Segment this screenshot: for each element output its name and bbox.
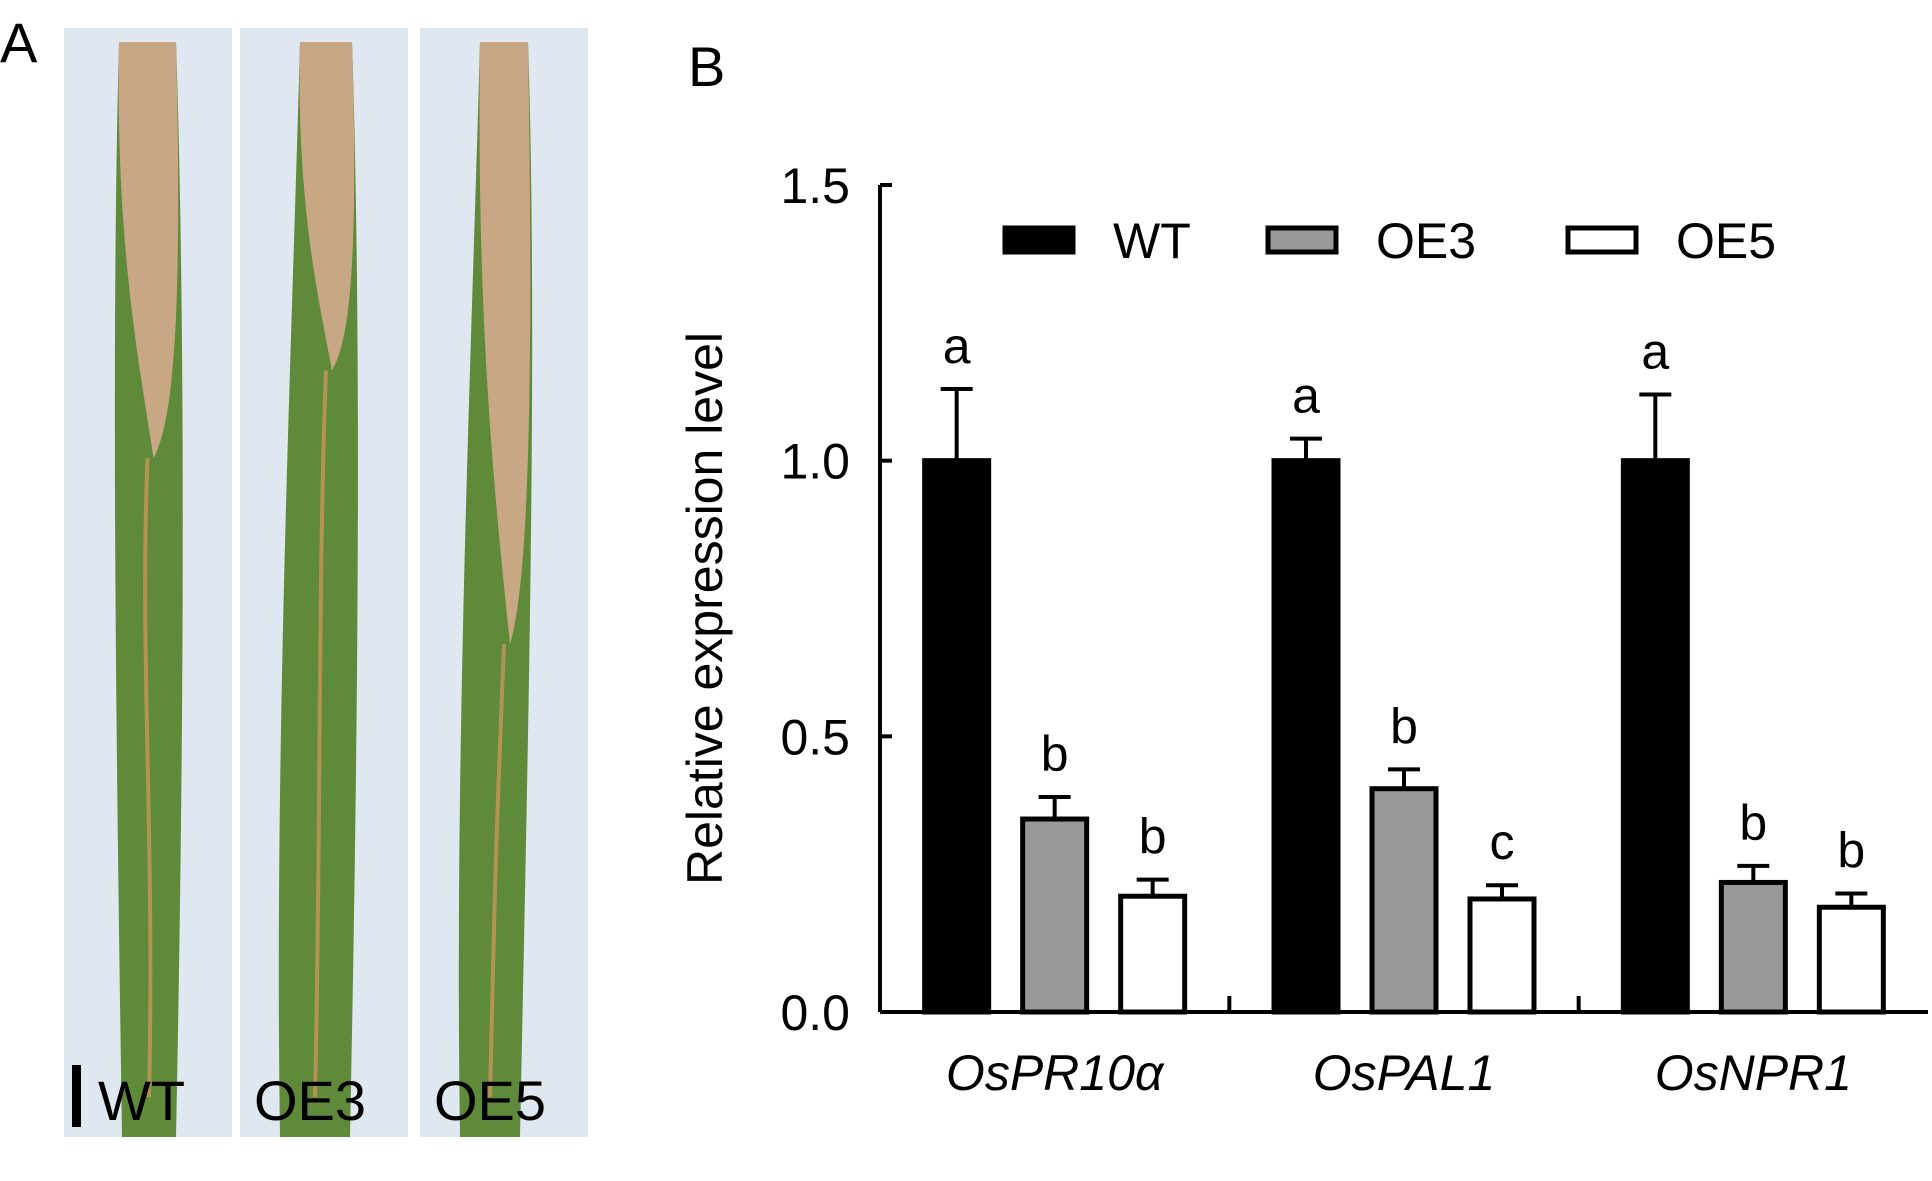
legend: WT OE3 OE5 [1002, 213, 1776, 269]
panel-b-letter: B [688, 35, 725, 98]
significance-letter: b [1390, 698, 1418, 754]
y-tick-label: 0.0 [780, 985, 850, 1041]
lesion-area [118, 42, 179, 459]
x-tick-label: OsNPR1 [1655, 1045, 1852, 1101]
bar-oe3-0 [1020, 816, 1090, 1015]
legend-item-oe3: OE3 [1265, 213, 1476, 269]
bar-wt-1 [1271, 458, 1341, 1015]
legend-label: OE3 [1376, 213, 1476, 269]
legend-swatch [1265, 225, 1339, 255]
significance-letters-group: a b b a b c a b b [943, 318, 1865, 878]
significance-letter: a [943, 318, 971, 374]
panel-a-letter: A [0, 11, 38, 74]
y-tick-label: 1.5 [780, 158, 850, 214]
significance-letter: b [1837, 822, 1865, 878]
legend-swatch [1002, 225, 1076, 255]
significance-letter: a [1292, 368, 1320, 424]
legend-item-oe5: OE5 [1565, 213, 1776, 269]
significance-letter: a [1641, 324, 1669, 380]
leaf-label-wt: WT [98, 1069, 185, 1132]
error-bars-group [940, 386, 1868, 908]
legend-label: WT [1113, 213, 1191, 269]
significance-letter: b [1041, 726, 1069, 782]
significance-letter: b [1139, 809, 1167, 865]
lesion-area [299, 42, 355, 371]
leaf-label-oe3: OE3 [254, 1069, 366, 1132]
lesion-streak [143, 458, 153, 1098]
leaf-strip-wt: WT [64, 28, 232, 1137]
lesion-streak [313, 370, 328, 1098]
lesion-area [479, 42, 531, 645]
x-tick-label: OsPR10α [946, 1045, 1165, 1101]
x-tick-label: OsPAL1 [1313, 1045, 1496, 1101]
significance-letter: c [1490, 814, 1515, 870]
leaf-photo-panel: WT OE3 OE5 [64, 28, 588, 1137]
axes-group: 0.0 0.5 1.0 1.5 OsPR10α OsPAL1 OsNPR1 [780, 158, 1928, 1101]
bar-oe5-2 [1816, 904, 1886, 1015]
lesion-streak [488, 644, 506, 1098]
y-tick-label: 0.5 [780, 709, 850, 765]
significance-letter: b [1739, 795, 1767, 851]
leaf-strip-oe3: OE3 [240, 28, 408, 1137]
y-tick-label: 1.0 [780, 434, 850, 490]
legend-item-wt: WT [1002, 213, 1191, 269]
bar-chart: a b b a b c a b b 0.0 0.5 1.0 1.5 OsPR10α OsPAL1 OsNPR… [677, 158, 1928, 1101]
bar-wt-0 [922, 458, 992, 1015]
bar-oe3-2 [1718, 879, 1788, 1015]
bar-oe5-0 [1118, 893, 1188, 1015]
leaf-strip-oe5: OE5 [420, 28, 588, 1137]
legend-swatch [1565, 225, 1639, 255]
leaf-label-oe5: OE5 [434, 1069, 546, 1132]
scale-bar [72, 1065, 81, 1127]
bar-oe3-1 [1369, 786, 1439, 1015]
y-axis-title: Relative expression level [677, 332, 733, 885]
bar-oe5-1 [1467, 896, 1537, 1015]
legend-label: OE5 [1676, 213, 1776, 269]
bar-wt-2 [1620, 458, 1690, 1015]
